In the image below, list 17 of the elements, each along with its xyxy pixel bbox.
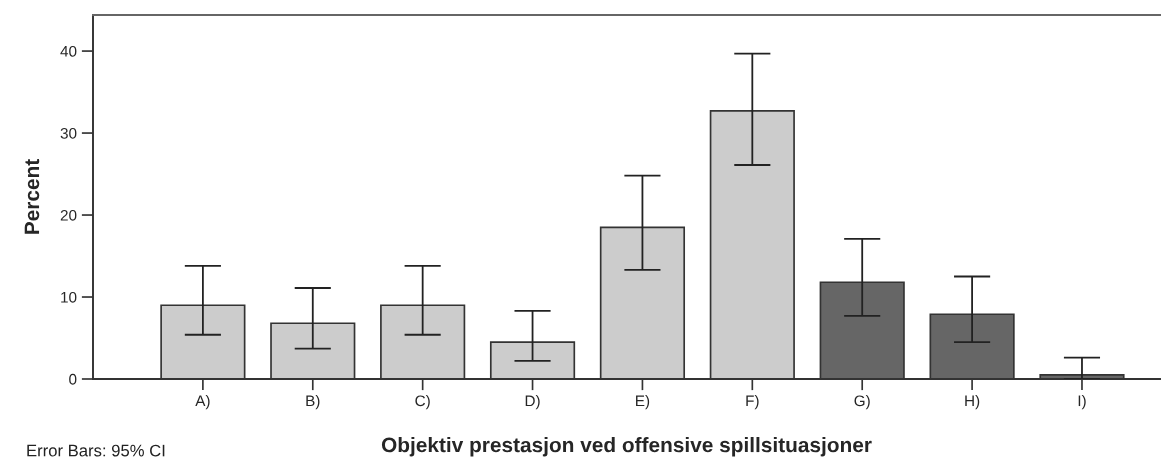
x-tick-label: B): [306, 394, 320, 410]
x-tick-label: C): [415, 394, 430, 410]
y-tick-label: 40: [60, 45, 77, 57]
x-tick-label: I): [1078, 394, 1086, 410]
y-tick-label: 20: [60, 209, 77, 221]
y-tick-label: 10: [61, 291, 77, 303]
x-tick-label: D): [525, 394, 540, 410]
text: Error Bars: 95% CI: [27, 444, 165, 457]
x-tick-label: H): [965, 394, 980, 410]
x-tick-label: G): [854, 394, 870, 410]
x-axis-title: Objektiv prestasjon ved offensive spillsituasjoner: [381, 436, 872, 457]
x-tick-label: A): [195, 394, 210, 410]
y-tick-label: 30: [60, 127, 77, 139]
y-axis-title: Percent: [24, 159, 40, 234]
x-tick-label: E): [636, 394, 650, 410]
y-tick-label: 0: [69, 373, 77, 385]
x-tick-label: F): [746, 394, 759, 410]
